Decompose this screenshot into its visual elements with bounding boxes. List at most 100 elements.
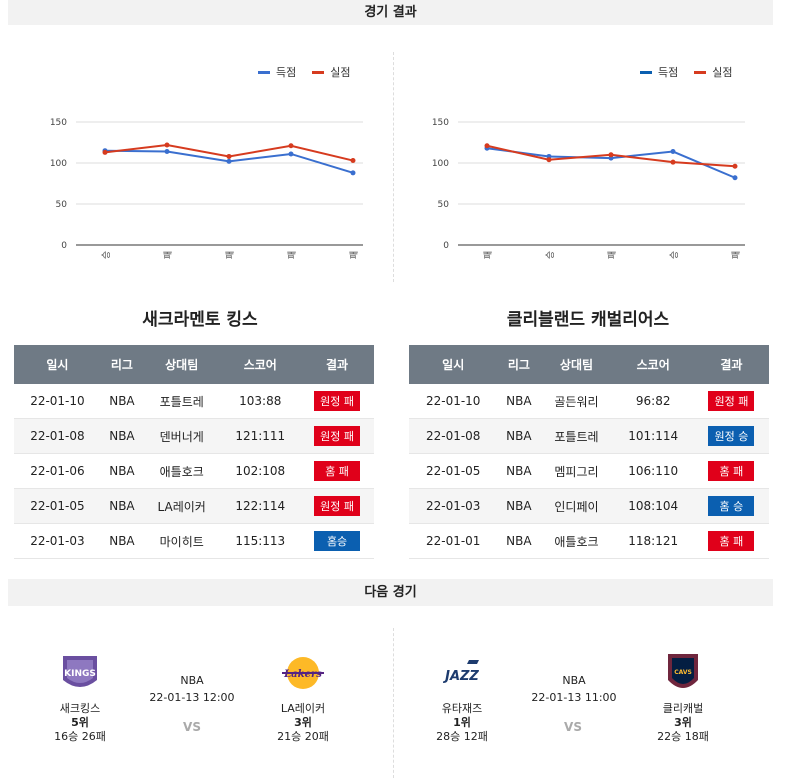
y-tick-label: 150 — [432, 118, 449, 128]
header-score: 스코어 — [612, 345, 694, 384]
vs-label: VS — [183, 720, 201, 734]
result-badge: 원정 패 — [314, 426, 361, 446]
cell-date: 22-01-10 — [14, 384, 101, 419]
header-score: 스코어 — [220, 345, 301, 384]
table-header-row: 일시 리그 상대팀 스코어 결과 — [14, 345, 374, 384]
results-section-header: 경기 결과 — [8, 0, 773, 25]
data-point — [670, 149, 676, 155]
match-home-team[interactable]: KINGS 새크킹스 5위 16승 26패 — [35, 650, 125, 744]
legend-label-score: 득점 — [276, 66, 297, 79]
team2-score-chart: 득점 실점 0 50 100 150 패 승 패 승 패 — [390, 48, 760, 278]
y-tick-label: 150 — [50, 118, 67, 128]
legend-label-conceded: 실점 — [330, 66, 351, 79]
result-badge: 홈 승 — [708, 496, 755, 516]
match-league: NBA — [562, 674, 586, 687]
data-point — [732, 175, 738, 181]
table-row: 22-01-10 NBA 골든워리 96:82 원정 패 — [409, 384, 769, 419]
x-tick-label: 승 — [101, 251, 112, 259]
cell-result: 홈 승 — [693, 488, 769, 524]
chart-plot: 0 50 100 150 승 패 패 패 패 — [50, 118, 363, 259]
match-datetime: 22-01-13 11:00 — [531, 691, 617, 704]
x-tick-label: 패 — [163, 251, 174, 259]
table-header-row: 일시 리그 상대팀 스코어 결과 — [409, 345, 769, 384]
cell-league: NBA — [100, 418, 144, 454]
kings-logo-text: KINGS — [64, 669, 96, 679]
legend-item-conceded: 실점 — [312, 64, 351, 80]
team2-results-table: 일시 리그 상대팀 스코어 결과 22-01-10 NBA 골든워리 96:82 원정 … — [409, 345, 769, 559]
legend-item-score: 득점 — [640, 64, 678, 80]
results-section-title: 경기 결과 — [364, 5, 417, 20]
match-away-team[interactable]: Lakers LA레이커 3위 21승 20패 — [258, 650, 348, 744]
cell-result: 홈 패 — [693, 523, 769, 559]
result-badge: 원정 승 — [708, 426, 755, 446]
team-record: 22승 18패 — [657, 730, 709, 743]
team-rank: 3위 — [674, 716, 692, 729]
cell-league: NBA — [100, 384, 144, 419]
team-name: 새크킹스 — [59, 702, 101, 715]
y-tick-label: 100 — [50, 159, 67, 169]
match-away-team[interactable]: CAVS 클리캐벌 3위 22승 18패 — [638, 650, 728, 744]
data-point — [226, 158, 232, 164]
legend-swatch-conceded — [312, 70, 325, 74]
jazz-logo-text: JAZZ — [442, 669, 479, 684]
data-point — [484, 143, 490, 149]
cell-score: 101:114 — [612, 418, 694, 454]
cavaliers-logo-text: CAVS — [674, 669, 692, 676]
data-point — [164, 142, 170, 148]
data-point — [670, 159, 676, 165]
cell-score: 106:110 — [612, 453, 694, 489]
x-tick-label: 패 — [349, 251, 360, 259]
x-tick-label: 패 — [607, 251, 618, 259]
match-home-team[interactable]: JAZZ 유타재즈 1위 28승 12패 — [417, 650, 507, 744]
data-point — [102, 149, 108, 155]
y-tick-label: 50 — [56, 200, 68, 210]
match-divider — [393, 628, 394, 778]
team-rank: 3위 — [294, 716, 312, 729]
team-name: 클리캐벌 — [662, 702, 704, 715]
cell-score: 103:88 — [220, 384, 301, 419]
cell-league: NBA — [497, 418, 541, 454]
header-league: 리그 — [497, 345, 541, 384]
cell-result: 원정 패 — [693, 384, 769, 419]
team1-results-table: 일시 리그 상대팀 스코어 결과 22-01-10 NBA 포틀트레 103:88 원정… — [14, 345, 374, 559]
kings-logo-icon: KINGS — [57, 650, 103, 696]
result-badge: 원정 패 — [314, 391, 361, 411]
cell-score: 121:111 — [220, 418, 301, 454]
team1-score-chart: 득점 실점 0 50 100 150 승 패 패 패 패 — [8, 48, 378, 278]
result-badge: 홈 패 — [708, 531, 755, 551]
legend-item-score: 득점 — [258, 64, 296, 80]
result-badge: 원정 패 — [314, 496, 361, 516]
legend-label-conceded: 실점 — [712, 66, 733, 79]
data-point — [288, 143, 294, 149]
data-point — [288, 151, 294, 157]
cell-result: 원정 승 — [693, 418, 769, 454]
cell-league: NBA — [100, 488, 144, 524]
cell-date: 22-01-05 — [409, 453, 498, 489]
next-match-1: KINGS 새크킹스 5위 16승 26패 NBA 22-01-13 12:00… — [10, 640, 370, 770]
cell-opponent: 애틀호크 — [540, 523, 613, 559]
next-game-section-title: 다음 경기 — [364, 585, 417, 600]
cell-date: 22-01-01 — [409, 523, 498, 559]
match-info: NBA 22-01-13 12:00 — [132, 672, 252, 706]
legend-label-score: 득점 — [658, 66, 679, 79]
team-rank: 5위 — [71, 716, 89, 729]
lakers-logo-text: Lakers — [283, 669, 322, 680]
cell-league: NBA — [100, 523, 144, 559]
table-row: 22-01-01 NBA 애틀호크 118:121 홈 패 — [409, 523, 769, 559]
data-point — [164, 149, 170, 155]
table-row: 22-01-05 NBA LA레이커 122:114 원정 패 — [14, 488, 374, 524]
table-row: 22-01-05 NBA 멤피그리 106:110 홈 패 — [409, 453, 769, 489]
data-point — [546, 157, 552, 163]
table-row: 22-01-10 NBA 포틀트레 103:88 원정 패 — [14, 384, 374, 419]
chart-legend: 득점 실점 — [640, 64, 733, 80]
header-opponent: 상대팀 — [540, 345, 613, 384]
cell-opponent: 포틀트레 — [143, 384, 221, 419]
cell-league: NBA — [497, 453, 541, 489]
x-tick-label: 패 — [483, 251, 494, 259]
header-league: 리그 — [100, 345, 144, 384]
cell-result: 홈 패 — [300, 453, 374, 489]
cell-league: NBA — [497, 384, 541, 419]
cell-opponent: 덴버너게 — [143, 418, 221, 454]
result-badge: 원정 패 — [708, 391, 755, 411]
cell-date: 22-01-05 — [14, 488, 101, 524]
